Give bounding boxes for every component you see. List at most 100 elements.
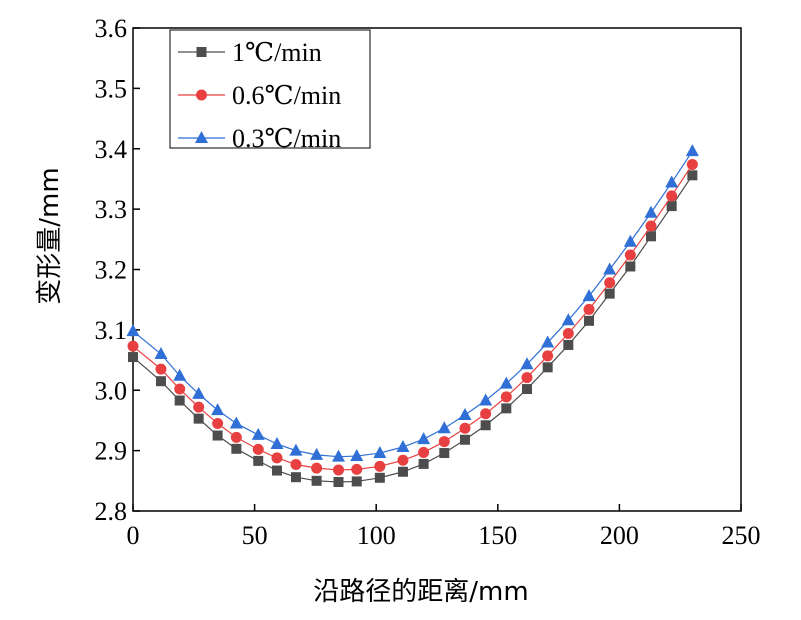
data-point (212, 417, 224, 429)
series-layer (126, 144, 699, 488)
data-point (458, 408, 472, 421)
data-point (439, 448, 450, 459)
legend-label: 0.6℃/min (232, 81, 341, 110)
legend-item: 0.3℃/min (178, 124, 341, 153)
legend-label: 1℃/min (232, 38, 322, 67)
data-point (231, 443, 242, 454)
data-point (128, 352, 138, 363)
y-tick-label: 3.5 (95, 74, 128, 103)
data-point (541, 335, 555, 348)
data-point (437, 421, 451, 434)
data-point (230, 431, 242, 443)
data-point (126, 324, 140, 337)
data-point (459, 434, 470, 445)
data-point (438, 436, 450, 448)
data-point (212, 430, 223, 441)
legend-marker (196, 89, 207, 101)
x-tick-label: 200 (600, 521, 639, 550)
y-tick-label: 3.1 (95, 316, 128, 345)
data-point (351, 476, 362, 487)
data-point (582, 289, 596, 302)
data-point (623, 234, 637, 247)
legend-label: 0.3℃/min (232, 124, 341, 153)
series-line (132, 174, 693, 483)
data-point (251, 427, 265, 440)
legend: 1℃/min 0.6℃/min 0.3℃/min (169, 29, 371, 153)
data-point (174, 383, 186, 395)
data-point (499, 376, 513, 389)
data-point (174, 395, 185, 406)
data-point (290, 459, 302, 471)
data-point (333, 477, 344, 488)
data-point (397, 466, 408, 477)
data-point (542, 350, 554, 362)
data-point (685, 144, 699, 157)
data-point (374, 472, 385, 483)
x-tick-label: 150 (478, 521, 517, 550)
y-tick-label: 2.8 (95, 497, 128, 526)
data-point (500, 391, 512, 403)
data-point (396, 440, 410, 453)
data-point (603, 262, 617, 275)
data-point (192, 386, 206, 399)
data-point (542, 362, 553, 373)
legend-marker (195, 131, 208, 143)
data-point (193, 413, 204, 424)
data-point (351, 463, 363, 475)
y-tick-label: 2.9 (95, 437, 128, 466)
data-point (155, 376, 166, 387)
data-point (173, 368, 187, 381)
data-point (310, 447, 324, 460)
data-point (373, 446, 387, 459)
x-tick-label: 0 (127, 521, 140, 550)
y-tick-label: 3.0 (95, 376, 128, 405)
data-point (562, 327, 574, 339)
data-point (418, 458, 429, 469)
data-point (479, 393, 493, 406)
data-point (270, 436, 284, 449)
data-point (521, 372, 533, 384)
series-3 (126, 144, 699, 462)
data-point (604, 277, 616, 289)
data-point (459, 422, 471, 434)
y-tick-label: 3.4 (95, 135, 128, 164)
data-point (252, 443, 264, 455)
data-point (211, 403, 225, 416)
y-tick-label: 3.3 (95, 195, 128, 224)
data-point (520, 357, 534, 370)
series-1 (128, 170, 698, 488)
y-tick-label: 3.2 (95, 256, 128, 285)
data-point (584, 315, 594, 326)
legend-item: 0.6℃/min (178, 81, 341, 110)
x-axis: 0 50 100 150 200 250 (127, 504, 761, 550)
series-line (132, 150, 693, 458)
data-point (397, 454, 409, 466)
y-axis-title: 变形量/mm (35, 167, 65, 304)
data-point (289, 443, 303, 456)
data-point (418, 446, 430, 458)
data-point (229, 416, 243, 429)
data-point (311, 462, 323, 474)
data-point (332, 449, 346, 462)
series-line (132, 164, 693, 471)
x-axis-title: 沿路径的距离/mm (313, 577, 528, 607)
data-point (350, 449, 364, 462)
data-point (666, 201, 677, 212)
data-point (155, 363, 167, 375)
data-point (665, 175, 679, 188)
y-tick-label: 3.6 (95, 14, 128, 43)
x-tick-label: 100 (357, 521, 396, 550)
data-point (154, 347, 168, 360)
data-point (521, 384, 532, 395)
data-point (563, 339, 574, 350)
data-point (624, 249, 636, 261)
x-tick-label: 50 (242, 521, 268, 550)
data-point (625, 261, 636, 272)
data-point (311, 475, 322, 486)
legend-marker (196, 47, 207, 57)
data-point (645, 220, 657, 232)
data-point (271, 452, 283, 464)
data-point (687, 170, 698, 181)
data-point (686, 158, 698, 170)
